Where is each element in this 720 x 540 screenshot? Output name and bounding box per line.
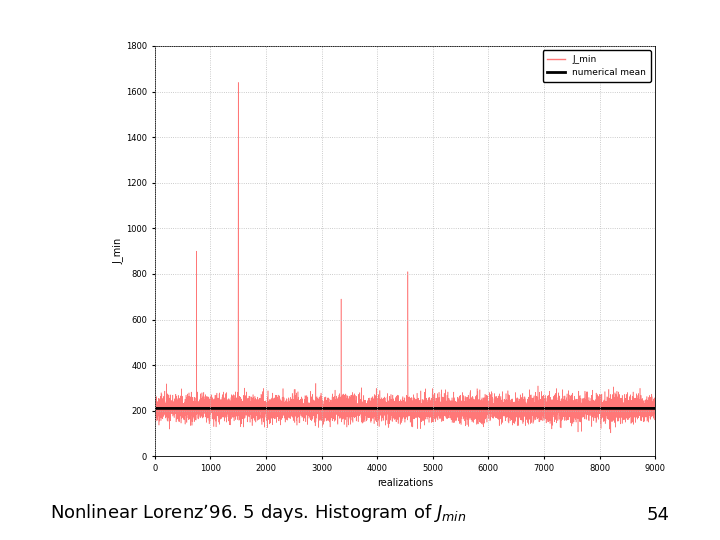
Legend: J_min, numerical mean: J_min, numerical mean <box>542 50 651 82</box>
X-axis label: realizations: realizations <box>377 478 433 489</box>
Text: Nonlinear Lorenz’96. 5 days. Histogram of $J_{min}$: Nonlinear Lorenz’96. 5 days. Histogram o… <box>50 502 467 524</box>
Y-axis label: J_min: J_min <box>112 238 123 264</box>
Text: 54: 54 <box>647 506 670 524</box>
